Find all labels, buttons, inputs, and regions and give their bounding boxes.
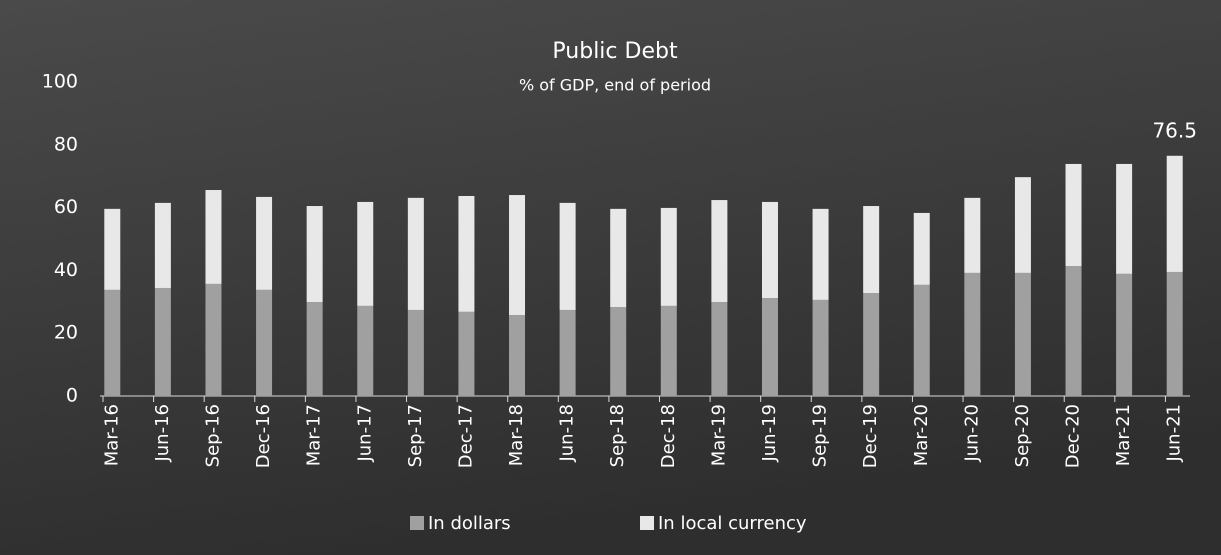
y-tick-label: 20 xyxy=(54,322,78,344)
legend-swatch xyxy=(640,516,654,530)
bar-segment xyxy=(660,207,677,306)
bar-segment xyxy=(964,197,981,273)
x-tick-label: Dec-18 xyxy=(658,404,679,468)
x-tick-label: Dec-20 xyxy=(1063,404,1084,468)
bar-segment xyxy=(711,200,728,303)
bar-segment xyxy=(913,212,930,285)
bar-segment xyxy=(863,293,880,396)
x-tick-label: Mar-20 xyxy=(911,404,932,466)
bar-segment xyxy=(964,272,981,396)
bar-segment xyxy=(205,283,222,396)
bar-segment xyxy=(407,197,424,310)
bar-segment xyxy=(1166,271,1183,396)
x-tick-label: Jun-17 xyxy=(354,404,375,463)
bar-segment xyxy=(812,208,829,300)
bar-segment xyxy=(104,289,121,396)
bar-segment xyxy=(711,302,728,396)
x-tick-label: Dec-16 xyxy=(253,404,274,468)
y-tick-label: 40 xyxy=(54,259,78,281)
bar-segment xyxy=(863,206,880,294)
bar-segment xyxy=(761,201,778,299)
x-tick-label: Dec-17 xyxy=(455,404,476,468)
x-tick-label: Dec-19 xyxy=(860,404,881,468)
bar-segment xyxy=(357,305,374,396)
bar-segment xyxy=(458,311,475,396)
legend-label: In local currency xyxy=(658,513,807,534)
bar-segment xyxy=(1065,266,1082,396)
bar-segment xyxy=(357,201,374,306)
bar-segment xyxy=(761,298,778,396)
x-tick-label: Mar-16 xyxy=(101,404,122,466)
bar-segment xyxy=(205,190,222,284)
legend-swatch xyxy=(410,516,424,530)
y-tick-label: 60 xyxy=(54,196,78,218)
bar-segment xyxy=(407,309,424,396)
x-tick-label: Mar-18 xyxy=(506,404,527,466)
bar-segment xyxy=(1014,272,1031,396)
bar-segment xyxy=(913,284,930,396)
bar-segment xyxy=(559,202,576,310)
x-tick-label: Jun-19 xyxy=(759,404,780,463)
x-tick-label: Mar-21 xyxy=(1113,404,1134,466)
bar-segment xyxy=(154,202,171,288)
bar-segment xyxy=(1116,163,1133,274)
bar-segment xyxy=(306,302,323,396)
bar-segment xyxy=(1116,273,1133,396)
bar-segment xyxy=(610,307,627,396)
bar-segment xyxy=(660,305,677,396)
x-tick-label: Sep-16 xyxy=(202,404,223,467)
x-tick-label: Mar-19 xyxy=(708,404,729,466)
y-tick-label: 80 xyxy=(54,133,78,155)
bar-segment xyxy=(256,196,273,290)
bar-segment xyxy=(812,299,829,396)
chart-subtitle: % of GDP, end of period xyxy=(519,76,711,95)
y-tick-label: 100 xyxy=(42,71,78,93)
total-label: 76.5 xyxy=(1152,118,1197,142)
bar-segment xyxy=(256,289,273,396)
bar-segment xyxy=(1014,177,1031,273)
x-tick-label: Jun-21 xyxy=(1164,404,1185,463)
x-tick-label: Sep-20 xyxy=(1012,404,1033,467)
bar-segment xyxy=(610,208,627,308)
bar-segment xyxy=(559,309,576,396)
bar-segment xyxy=(104,208,121,290)
legend-label: In dollars xyxy=(428,513,511,534)
chart-title: Public Debt xyxy=(552,39,678,64)
x-tick-label: Sep-19 xyxy=(810,404,831,467)
x-tick-label: Sep-18 xyxy=(607,404,628,467)
bar-segment xyxy=(509,195,526,315)
x-tick-label: Sep-17 xyxy=(405,404,426,467)
bar-segment xyxy=(1065,163,1082,267)
bar-segment xyxy=(509,314,526,396)
x-tick-label: Jun-20 xyxy=(961,404,982,463)
bar-segment xyxy=(306,206,323,303)
x-tick-label: Jun-16 xyxy=(152,404,173,463)
y-tick-label: 0 xyxy=(66,385,78,407)
bar-segment xyxy=(458,195,475,312)
bar-segment xyxy=(1166,155,1183,272)
x-tick-label: Jun-18 xyxy=(557,404,578,463)
bar-segment xyxy=(154,287,171,396)
x-tick-label: Mar-17 xyxy=(304,404,325,466)
